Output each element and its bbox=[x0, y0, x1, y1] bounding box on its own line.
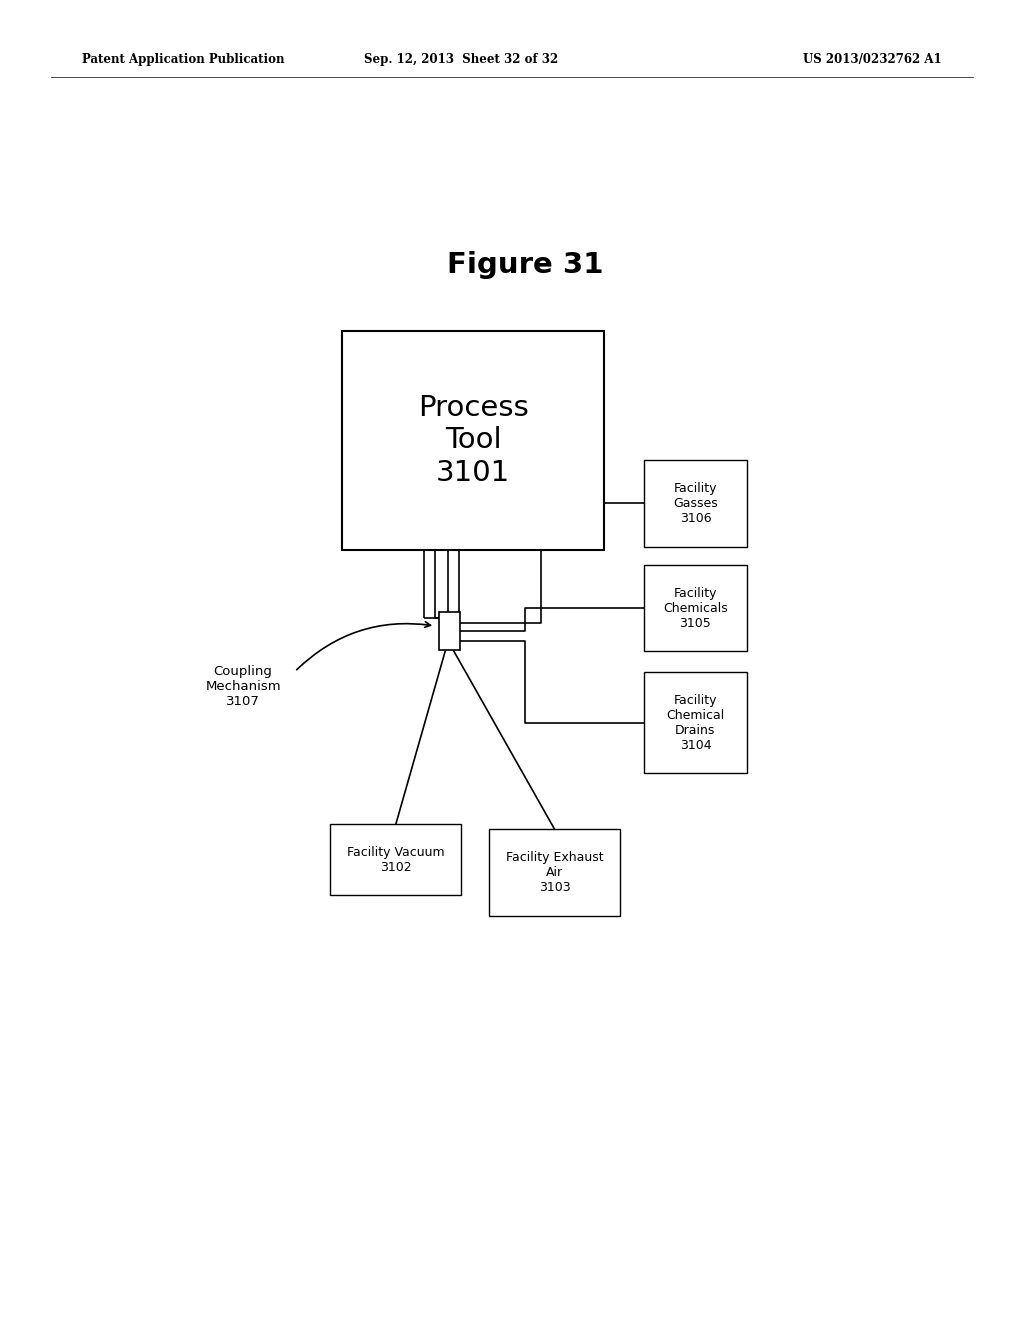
FancyBboxPatch shape bbox=[644, 565, 748, 651]
FancyBboxPatch shape bbox=[644, 672, 748, 774]
Text: Facility
Chemicals
3105: Facility Chemicals 3105 bbox=[664, 586, 728, 630]
FancyBboxPatch shape bbox=[331, 824, 462, 895]
Text: Sep. 12, 2013  Sheet 32 of 32: Sep. 12, 2013 Sheet 32 of 32 bbox=[364, 53, 558, 66]
Text: Facility Exhaust
Air
3103: Facility Exhaust Air 3103 bbox=[506, 851, 603, 894]
Text: Facility Vacuum
3102: Facility Vacuum 3102 bbox=[347, 846, 444, 874]
Text: Coupling
Mechanism
3107: Coupling Mechanism 3107 bbox=[205, 665, 281, 709]
Text: Facility
Chemical
Drains
3104: Facility Chemical Drains 3104 bbox=[667, 693, 725, 751]
Text: Patent Application Publication: Patent Application Publication bbox=[82, 53, 285, 66]
Text: Process
Tool
3101: Process Tool 3101 bbox=[418, 395, 528, 487]
FancyBboxPatch shape bbox=[489, 829, 620, 916]
Text: US 2013/0232762 A1: US 2013/0232762 A1 bbox=[804, 53, 942, 66]
Text: Figure 31: Figure 31 bbox=[446, 251, 603, 279]
FancyBboxPatch shape bbox=[439, 611, 460, 651]
FancyBboxPatch shape bbox=[342, 331, 604, 549]
FancyBboxPatch shape bbox=[644, 461, 748, 546]
Text: Facility
Gasses
3106: Facility Gasses 3106 bbox=[673, 482, 718, 525]
